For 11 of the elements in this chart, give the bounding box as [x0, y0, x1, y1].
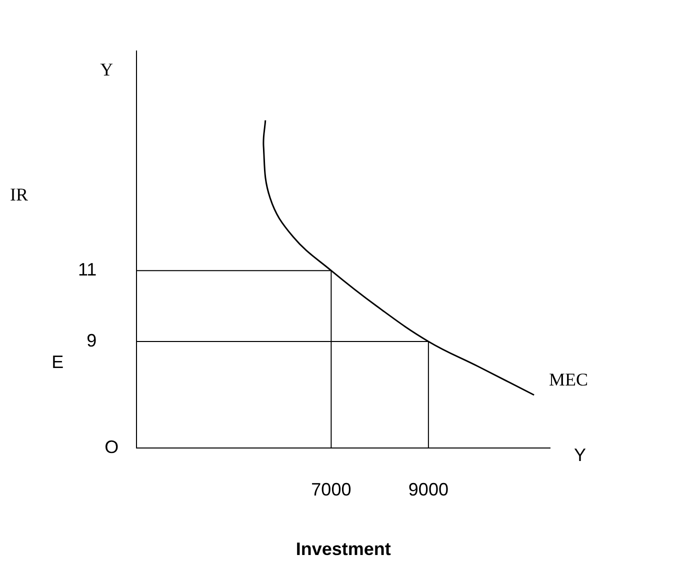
y-axis-title: IR	[10, 184, 28, 205]
y-tick-label: 11	[78, 260, 97, 280]
y-tick-label: 9	[86, 330, 97, 350]
x-tick-label: 9000	[408, 480, 448, 500]
series-label: MEC	[549, 370, 588, 390]
text: O	[104, 436, 119, 457]
x-tick-label: 7000	[311, 480, 352, 500]
text: Y	[100, 60, 114, 80]
text: E	[52, 352, 64, 372]
text: Y	[574, 444, 586, 465]
x-axis-title: Investment	[296, 539, 391, 560]
